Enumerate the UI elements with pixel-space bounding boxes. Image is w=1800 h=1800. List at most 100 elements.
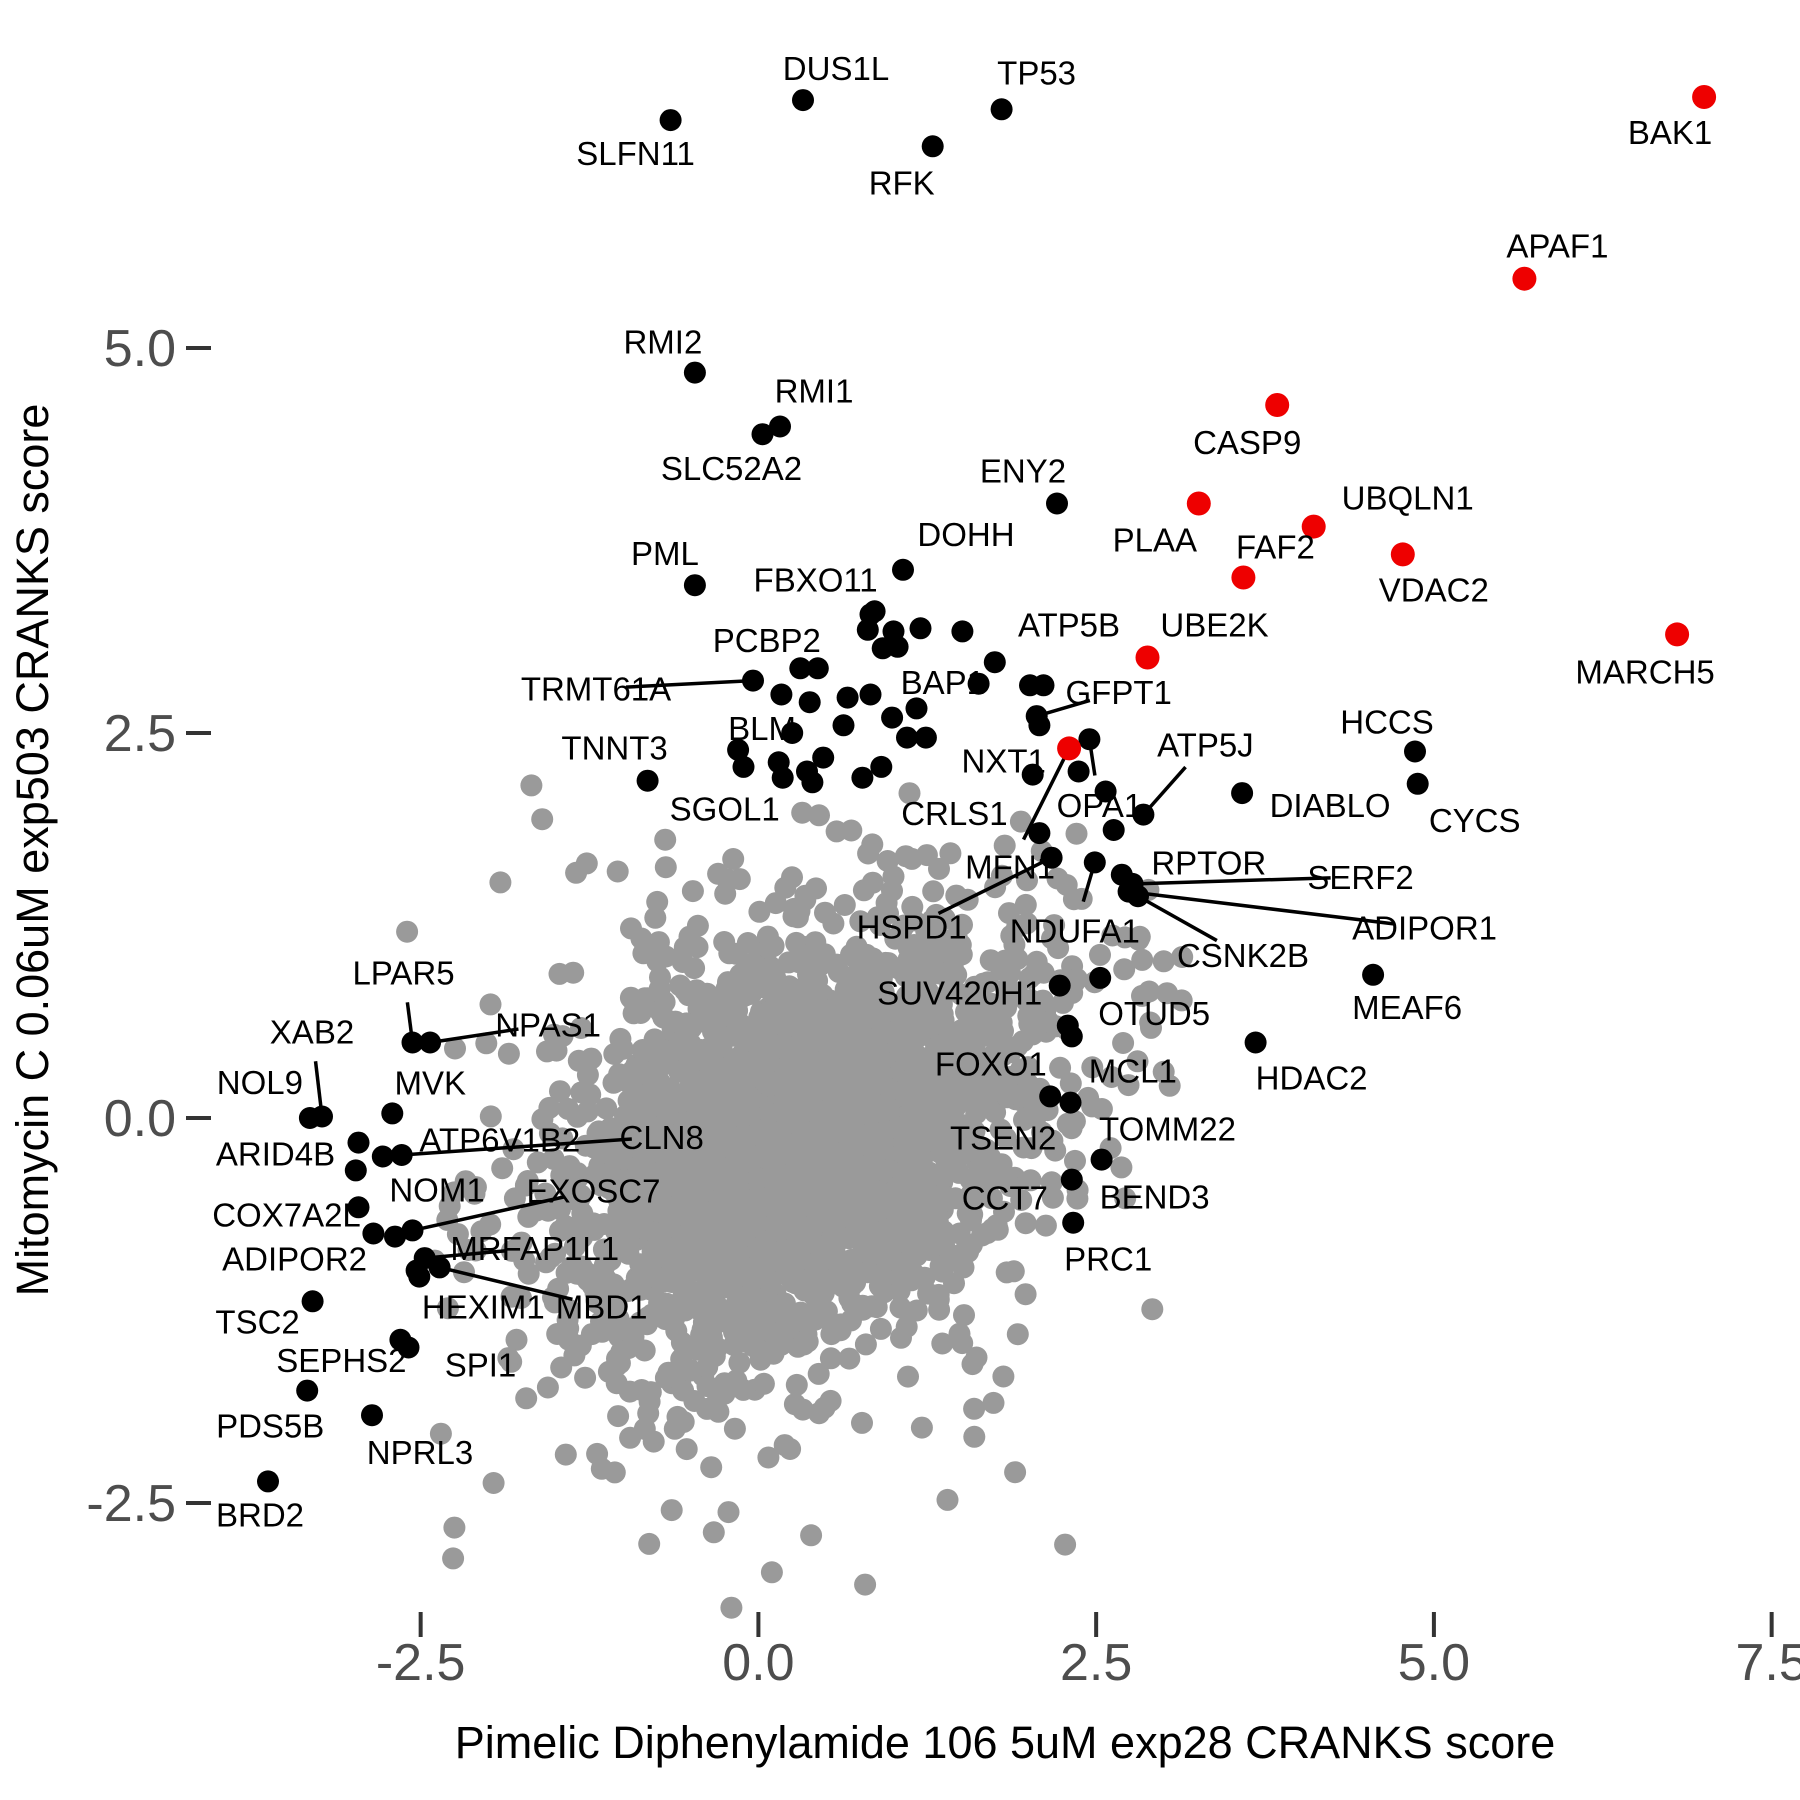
- data-point-RMI1: [769, 415, 791, 438]
- gray-outlier-point: [396, 920, 419, 943]
- leader-line-SERF2: [1132, 876, 1331, 886]
- data-point-HCCS: [1404, 740, 1426, 763]
- gene-label-APAF1: APAF1: [1506, 228, 1608, 265]
- data-point-ATP6V1B2: [371, 1145, 394, 1168]
- gene-label-MVK: MVK: [395, 1064, 467, 1101]
- unlabeled-black-point: [851, 766, 874, 789]
- gene-label-HDAC2: HDAC2: [1256, 1060, 1368, 1097]
- data-point-FBXO11: [863, 600, 886, 623]
- gene-label-ATP6V1B2: ATP6V1B2: [419, 1122, 580, 1159]
- data-point-UBQLN1: [1301, 514, 1326, 539]
- data-point-NDUFA1: [1083, 851, 1106, 874]
- data-point-PDS5B: [296, 1379, 319, 1402]
- gene-label-NPRL3: NPRL3: [367, 1434, 473, 1471]
- data-point-BRD2: [257, 1470, 279, 1493]
- y-axis-title: Mitomycin C 0.06uM exp503 CRANKS score: [7, 404, 58, 1297]
- data-point-MARCH5: [1665, 622, 1690, 647]
- gene-label-DUS1L: DUS1L: [783, 50, 889, 87]
- data-point-CRLS1: [1028, 822, 1051, 845]
- leader-line-HSPD1: [937, 856, 1053, 916]
- data-point-ARID4B: [347, 1131, 370, 1154]
- data-point-GFPT1: [1025, 705, 1048, 728]
- unlabeled-black-point: [909, 617, 932, 640]
- gene-label-TP53: TP53: [997, 54, 1076, 91]
- gene-label-SPI1: SPI1: [445, 1347, 517, 1384]
- gene-label-TSC2: TSC2: [215, 1303, 299, 1340]
- data-point-SLC52A2: [751, 423, 774, 446]
- gray-outlier-point: [720, 1596, 743, 1619]
- data-point-OPA1: [1078, 728, 1101, 751]
- unlabeled-black-point: [1102, 819, 1125, 841]
- data-point-BAK1: [1692, 85, 1717, 109]
- gene-label-SEPHS2: SEPHS2: [276, 1342, 406, 1379]
- unlabeled-black-point: [870, 755, 893, 778]
- unlabeled-black-point: [951, 620, 974, 643]
- unlabeled-black-point: [812, 746, 835, 769]
- gene-label-SERF2: SERF2: [1307, 859, 1413, 896]
- unlabeled-black-point: [806, 657, 829, 680]
- leader-line-MFN1: [1021, 747, 1071, 841]
- gene-label-SUV420H1: SUV420H1: [877, 975, 1042, 1012]
- data-point-TRMT61A: [742, 669, 764, 692]
- data-point-CYCS: [1406, 772, 1429, 795]
- unlabeled-black-point: [770, 683, 793, 706]
- gray-outlier-point: [1139, 1011, 1162, 1034]
- data-point-EXOSC7: [401, 1219, 424, 1242]
- leader-line-EXOSC7: [412, 1195, 565, 1233]
- y-tick-label: -2.5: [86, 1475, 176, 1533]
- gene-label-HEXIM1: HEXIM1: [422, 1289, 545, 1326]
- gene-label-NXT1: NXT1: [962, 743, 1046, 780]
- gene-label-CSNK2B: CSNK2B: [1177, 937, 1309, 974]
- data-point-TSC2: [301, 1290, 324, 1313]
- data-point-OTUD5: [1089, 966, 1112, 989]
- data-point-PLAA: [1186, 491, 1211, 516]
- gene-label-PLAA: PLAA: [1113, 522, 1197, 559]
- gray-outlier-point: [442, 1547, 465, 1570]
- gene-label-TOMM22: TOMM22: [1099, 1111, 1236, 1148]
- unlabeled-black-point: [798, 691, 821, 714]
- gene-label-BAK1: BAK1: [1628, 114, 1712, 151]
- data-point-ATP5J: [1132, 803, 1155, 826]
- background-cloud-points: [423, 782, 1194, 1555]
- gene-label-CASP9: CASP9: [1193, 424, 1301, 461]
- data-point-UBE2K: [1135, 645, 1160, 670]
- gene-label-XAB2: XAB2: [270, 1014, 354, 1051]
- leader-line-ADIPOR1: [1128, 889, 1396, 926]
- gene-label-PCBP2: PCBP2: [713, 622, 821, 659]
- gray-outlier-point: [429, 1422, 452, 1445]
- data-point-NPAS1: [419, 1031, 442, 1054]
- leader-line-NPAS1: [429, 1027, 519, 1045]
- unlabeled-black-point: [732, 755, 755, 778]
- gray-outlier-point: [482, 1472, 505, 1494]
- gene-label-ADIPOR1: ADIPOR1: [1352, 910, 1497, 947]
- gene-label-MARCH5: MARCH5: [1575, 653, 1714, 690]
- gray-outlier-point: [520, 774, 543, 797]
- gray-outlier-point: [1004, 1461, 1027, 1484]
- data-point-TOMM22: [1059, 1091, 1082, 1114]
- data-point-VDAC2: [1390, 542, 1415, 567]
- gray-outlier-point: [800, 1524, 823, 1547]
- gene-label-RMI2: RMI2: [623, 324, 702, 361]
- unlabeled-black-point: [801, 771, 824, 794]
- data-point-HSPD1: [1040, 846, 1063, 869]
- gene-label-NPAS1: NPAS1: [495, 1007, 601, 1044]
- leader-line-MBD1: [439, 1265, 573, 1302]
- data-point-SPI1: [397, 1336, 420, 1359]
- gene-label-PRC1: PRC1: [1064, 1241, 1152, 1278]
- gene-label-EXOSC7: EXOSC7: [527, 1172, 661, 1209]
- unlabeled-black-point: [836, 686, 859, 709]
- data-point-NOM1: [384, 1225, 406, 1248]
- gene-label-MCL1: MCL1: [1089, 1052, 1177, 1089]
- data-point-BAP1: [983, 651, 1006, 674]
- gene-labels: DUS1L SLFN11 TP53 RFK BAK1 APAF1 RMI2 RMI1 SLC52…: [212, 50, 1715, 1533]
- gene-label-CRLS1: CRLS1: [901, 795, 1007, 832]
- gene-label-DIABLO: DIABLO: [1270, 787, 1391, 824]
- gene-label-GFPT1: GFPT1: [1066, 674, 1172, 711]
- gray-outlier-point: [443, 1516, 466, 1539]
- gene-label-SLC52A2: SLC52A2: [661, 450, 802, 487]
- gene-label-LPAR5: LPAR5: [352, 955, 454, 992]
- unlabeled-black-point: [905, 697, 928, 720]
- gene-label-TRMT61A: TRMT61A: [521, 671, 671, 708]
